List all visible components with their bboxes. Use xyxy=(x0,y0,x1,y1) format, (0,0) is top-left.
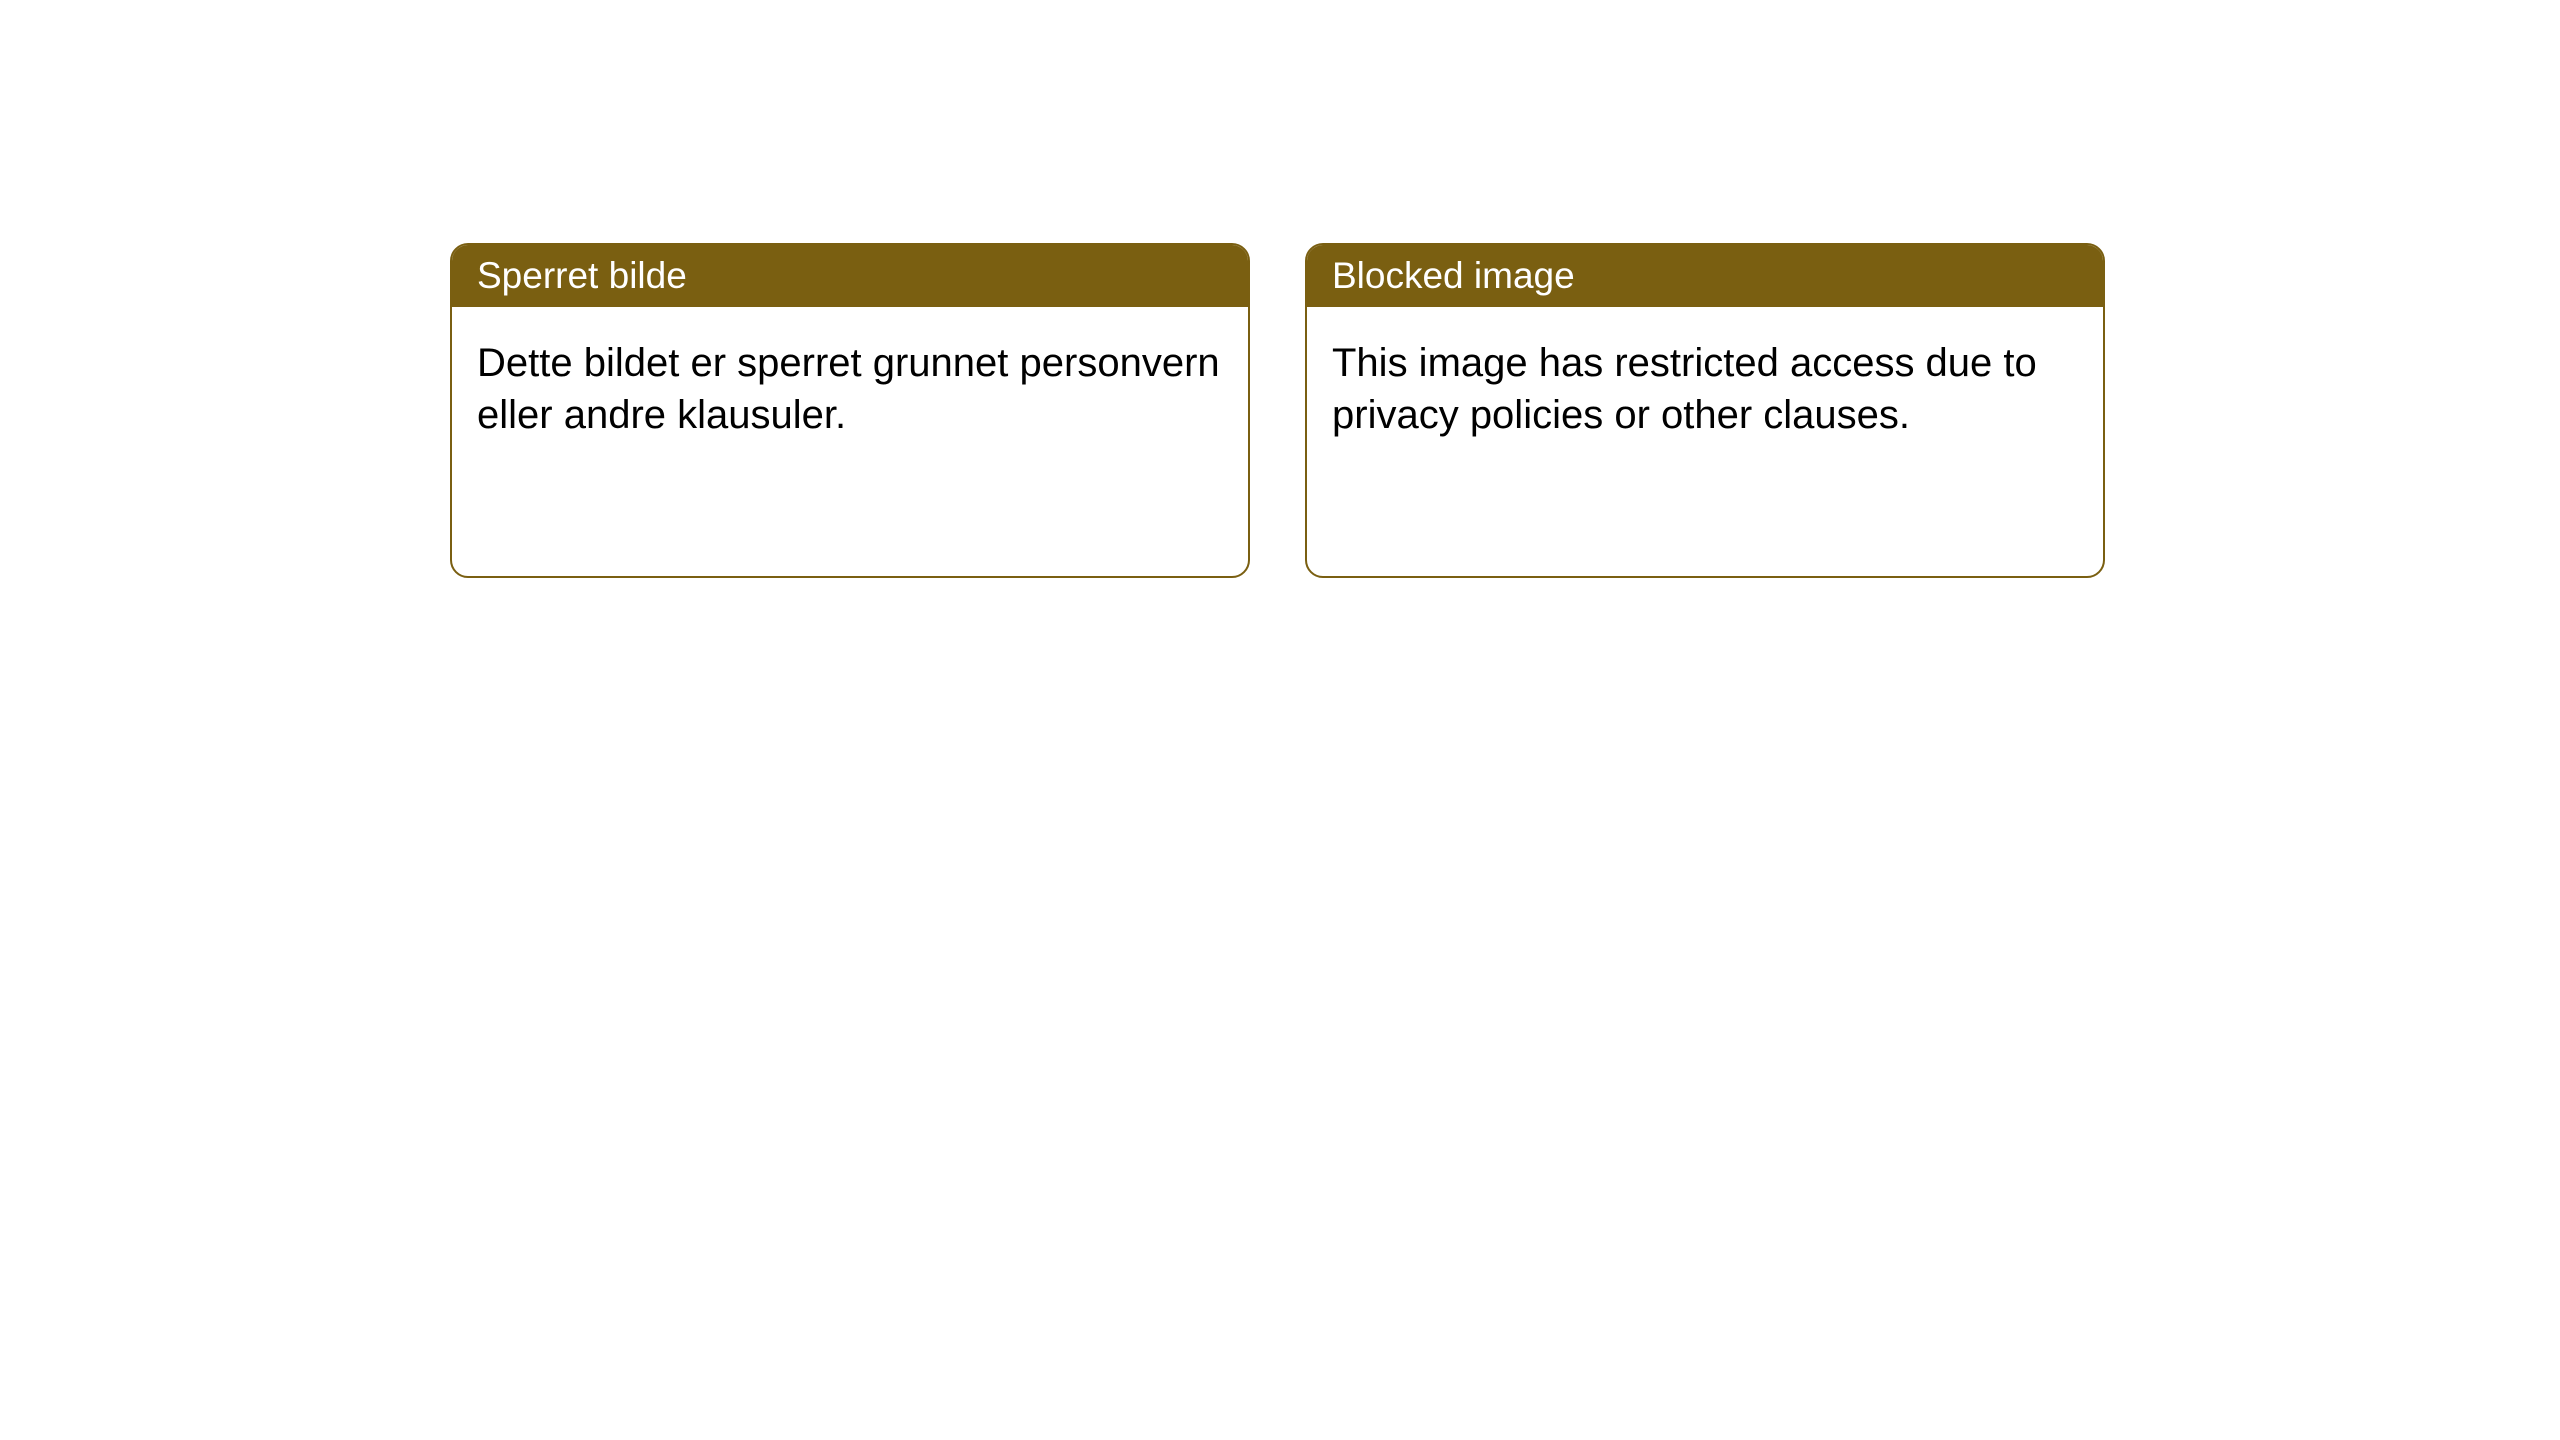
card-body-english: This image has restricted access due to … xyxy=(1307,307,2103,471)
notice-card-english: Blocked image This image has restricted … xyxy=(1305,243,2105,578)
card-header-english: Blocked image xyxy=(1307,245,2103,307)
card-body-norwegian: Dette bildet er sperret grunnet personve… xyxy=(452,307,1248,471)
notice-card-norwegian: Sperret bilde Dette bildet er sperret gr… xyxy=(450,243,1250,578)
notice-cards-container: Sperret bilde Dette bildet er sperret gr… xyxy=(450,243,2105,578)
card-body-text: This image has restricted access due to … xyxy=(1332,341,2037,437)
card-header-norwegian: Sperret bilde xyxy=(452,245,1248,307)
card-body-text: Dette bildet er sperret grunnet personve… xyxy=(477,341,1220,437)
card-header-text: Sperret bilde xyxy=(477,255,687,296)
card-header-text: Blocked image xyxy=(1332,255,1575,296)
